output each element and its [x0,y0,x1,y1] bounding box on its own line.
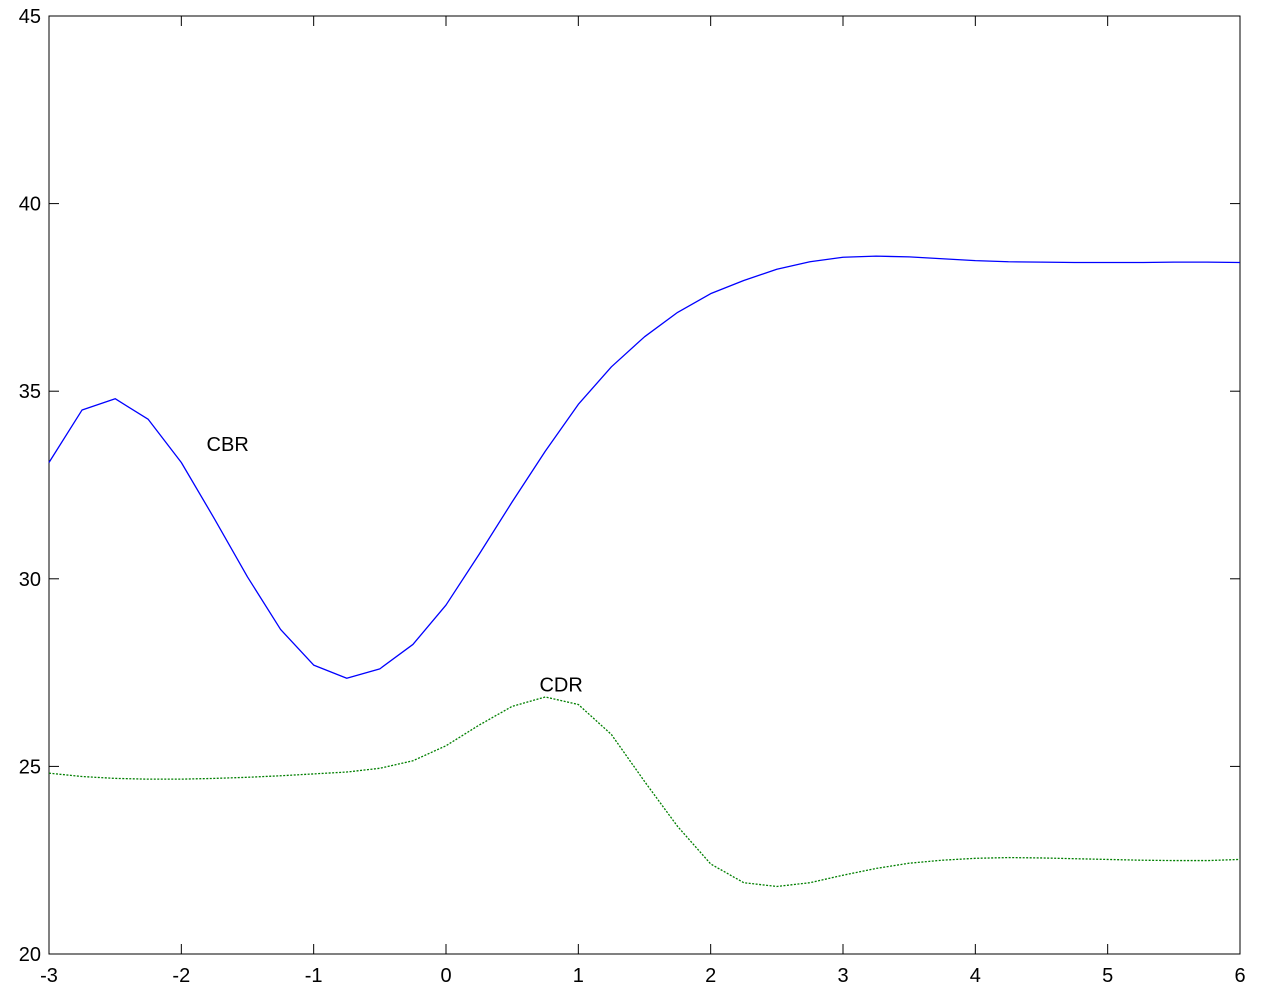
y-tick-label: 25 [19,756,41,778]
y-tick-label: 45 [19,6,41,28]
x-tick-label: -1 [305,965,323,987]
x-tick-label: 4 [970,965,981,987]
x-tick-label: 3 [837,965,848,987]
series-line-cbr [48,255,1241,679]
x-tick-label: 2 [705,965,716,987]
annotation-cbr: CBR [207,434,249,456]
x-tick-label: -2 [172,965,190,987]
x-tick-label: 1 [573,965,584,987]
x-tick-label: 0 [440,965,451,987]
ticks-layer [48,15,1241,955]
x-tick-label: 6 [1234,965,1245,987]
y-tick-label: 40 [19,194,41,216]
y-tick-label: 20 [19,944,41,966]
annotation-cdr: CDR [539,674,582,696]
y-tick-label: 35 [19,381,41,403]
series-line-cdr [48,696,1241,888]
y-tick-label: 30 [19,569,41,591]
annotation-layer: CBR CDR [207,434,583,696]
axes-box [48,15,1241,955]
x-tick-label: 5 [1102,965,1113,987]
series-layer [48,255,1241,888]
x-tick-label: -3 [40,965,58,987]
